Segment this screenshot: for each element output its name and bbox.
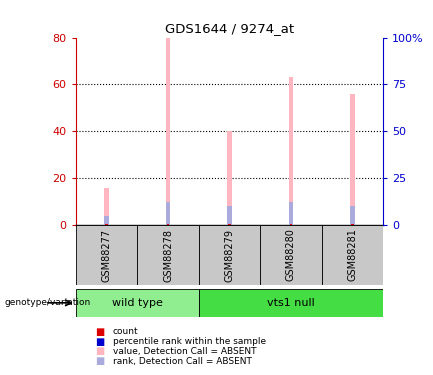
Text: ■: ■ <box>95 337 104 346</box>
Bar <box>351 224 354 225</box>
Bar <box>166 38 170 225</box>
Text: genotype/variation: genotype/variation <box>4 298 90 307</box>
Bar <box>76 289 199 317</box>
Text: ■: ■ <box>95 327 104 337</box>
Text: GSM88280: GSM88280 <box>286 228 296 281</box>
Bar <box>137 225 199 285</box>
Bar <box>350 206 355 225</box>
Bar <box>289 202 293 225</box>
Text: vts1 null: vts1 null <box>267 298 315 308</box>
Bar <box>322 225 383 285</box>
Bar <box>260 225 322 285</box>
Text: GSM88278: GSM88278 <box>163 228 173 282</box>
Bar <box>166 202 170 225</box>
Text: ■: ■ <box>95 346 104 356</box>
Text: ■: ■ <box>95 356 104 366</box>
Bar <box>227 131 232 225</box>
Bar <box>199 289 383 317</box>
Bar <box>167 224 169 225</box>
Bar <box>105 224 108 225</box>
Text: rank, Detection Call = ABSENT: rank, Detection Call = ABSENT <box>113 357 252 366</box>
Text: GSM88277: GSM88277 <box>101 228 112 282</box>
Bar <box>104 188 109 225</box>
Bar <box>290 224 292 225</box>
Bar <box>199 225 260 285</box>
Text: GSM88281: GSM88281 <box>347 228 358 281</box>
Bar <box>104 216 109 225</box>
Text: percentile rank within the sample: percentile rank within the sample <box>113 337 266 346</box>
Bar <box>289 77 293 225</box>
Bar <box>76 225 137 285</box>
Bar <box>228 224 231 225</box>
Bar <box>227 206 232 225</box>
Text: wild type: wild type <box>112 298 163 308</box>
Title: GDS1644 / 9274_at: GDS1644 / 9274_at <box>165 22 294 35</box>
Text: GSM88279: GSM88279 <box>224 228 235 282</box>
Text: value, Detection Call = ABSENT: value, Detection Call = ABSENT <box>113 347 256 356</box>
Text: count: count <box>113 327 138 336</box>
Bar <box>350 94 355 225</box>
